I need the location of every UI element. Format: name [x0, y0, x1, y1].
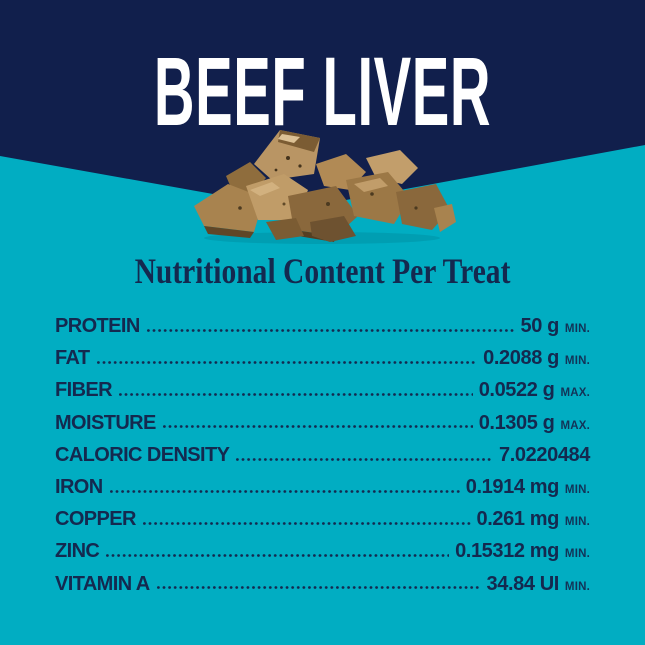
nutrient-qualifier: MIN. — [564, 548, 590, 561]
dotted-leader — [119, 391, 473, 397]
nutrient-qualifier: MIN. — [564, 483, 590, 496]
nutrient-label: VITAMIN A — [55, 572, 150, 595]
nutrient-label: FIBER — [55, 379, 113, 402]
nutrient-value: 50 g — [520, 315, 560, 337]
nutrient-qualifier: MIN. — [564, 580, 590, 593]
nutrient-qualifier: MIN. — [564, 516, 590, 529]
nutrient-qualifier: MAX. — [560, 387, 590, 400]
nutrition-row: IRON 0.1914 mg MIN. — [55, 476, 590, 508]
product-title: BEEF LIVER — [153, 37, 492, 146]
nutrient-label: IRON — [55, 475, 103, 498]
nutrient-value: 0.1305 g — [478, 411, 555, 434]
nutrient-label: MOISTURE — [55, 411, 156, 434]
nutrient-value: 7.0220484 — [499, 443, 590, 466]
dotted-leader — [109, 487, 460, 493]
nutrient-value: 0.1914 mg — [465, 475, 560, 498]
dotted-leader — [236, 455, 494, 461]
nutrition-row: FAT 0.2088 g MIN. — [55, 347, 590, 379]
nutrition-row: CALORIC DENSITY 7.0220484 — [55, 444, 590, 476]
dotted-leader — [96, 359, 478, 365]
nutrition-row: FIBER 0.0522 g MAX. — [55, 379, 590, 411]
nutrition-row: MOISTURE 0.1305 g MAX. — [55, 412, 590, 444]
nutrient-label: COPPER — [55, 508, 136, 531]
nutrition-row: PROTEIN 50 g MIN. — [55, 315, 590, 347]
nutrient-qualifier: MAX. — [560, 419, 590, 432]
nutrient-value: 0.15312 mg — [455, 540, 559, 563]
nutrition-heading: Nutritional Content Per Treat — [134, 251, 511, 291]
nutrition-row: VITAMIN A 34.84 UI MIN. — [55, 573, 590, 605]
nutrient-qualifier: MIN. — [564, 323, 590, 335]
nutrition-row: ZINC 0.15312 mg MIN. — [55, 540, 590, 572]
nutrient-label: ZINC — [55, 540, 100, 563]
dotted-leader — [146, 327, 515, 332]
nutrient-label: FAT — [55, 347, 90, 370]
nutrient-qualifier: MIN. — [564, 355, 590, 368]
dotted-leader — [156, 584, 481, 590]
nutrient-label: PROTEIN — [55, 315, 140, 337]
nutrient-value: 34.84 UI — [486, 572, 560, 595]
dotted-leader — [106, 552, 450, 558]
treats-photo — [194, 130, 456, 244]
nutrient-value: 0.261 mg — [476, 508, 560, 531]
nutrition-row: COPPER 0.261 mg MIN. — [55, 508, 590, 540]
nutrient-value: 0.0522 g — [478, 379, 555, 402]
dotted-leader — [162, 423, 473, 429]
nutrition-table: PROTEIN 50 g MIN. FAT 0.2088 g MIN. FIBE… — [55, 315, 590, 605]
nutrient-value: 0.2088 g — [483, 347, 559, 370]
dotted-leader — [142, 520, 471, 526]
nutrient-label: CALORIC DENSITY — [55, 443, 230, 466]
